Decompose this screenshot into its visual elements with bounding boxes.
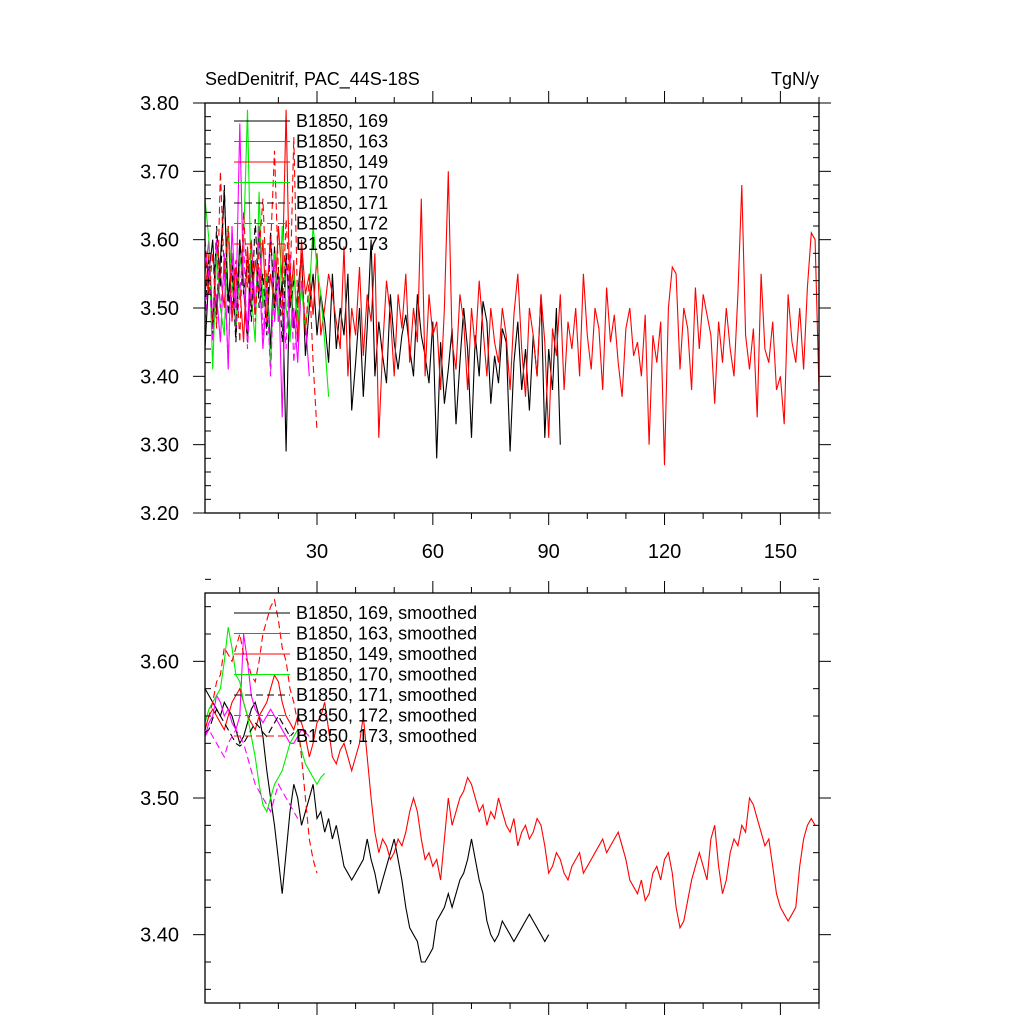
series-line-5 [205, 184, 295, 343]
chart-title: SedDenitrif, PAC_44S-18S [205, 69, 420, 90]
legend-label-4: B1850, 170, smoothed [296, 665, 477, 685]
y-tick-label: 3.20 [140, 503, 179, 525]
legend-label-6: B1850, 172, smoothed [296, 706, 477, 726]
x-tick-label: 120 [648, 541, 681, 563]
legend-label-2: B1850, 163, smoothed [296, 624, 477, 644]
y-tick-label: 3.80 [140, 93, 179, 115]
series-line-7 [205, 598, 318, 874]
legend-label-5: B1850, 171 [296, 193, 388, 213]
series-group [205, 109, 819, 466]
series-line-2 [205, 633, 310, 744]
y-tick-label: 3.40 [140, 366, 179, 388]
series-line-4 [205, 109, 330, 397]
y-tick-label: 3.70 [140, 161, 179, 183]
units-label: TgN/y [771, 69, 819, 89]
legend-label-7: B1850, 173, smoothed [296, 726, 477, 746]
series-line-1 [205, 688, 550, 963]
x-tick-label: 30 [306, 541, 328, 563]
y-tick-label: 3.60 [140, 651, 179, 673]
legend-label-4: B1850, 170 [296, 173, 388, 193]
legend-label-7: B1850, 173 [296, 234, 388, 254]
x-tick-label: 60 [422, 541, 444, 563]
series-line-4 [205, 627, 326, 814]
legend-label-1: B1850, 169 [296, 111, 388, 131]
series-line-5 [205, 707, 295, 747]
legend-label-3: B1850, 149, smoothed [296, 644, 477, 664]
x-tick-label: 90 [538, 541, 560, 563]
series-line-6 [205, 728, 299, 819]
legend-label-2: B1850, 163 [296, 132, 388, 152]
series-line-3 [205, 673, 816, 930]
legend-label-1: B1850, 169, smoothed [296, 603, 477, 623]
y-tick-label: 3.50 [140, 298, 179, 320]
legend-label-6: B1850, 172 [296, 214, 388, 234]
series-group [205, 598, 816, 963]
y-tick-label: 3.50 [140, 788, 179, 810]
legend-label-3: B1850, 149 [296, 152, 388, 172]
y-tick-label: 3.30 [140, 435, 179, 457]
series-line-6 [205, 225, 299, 377]
legend-label-5: B1850, 171, smoothed [296, 685, 477, 705]
top-panel: SedDenitrif, PAC_44S-18S TgN/y 30 60 90 120… [140, 69, 831, 563]
series-line-7 [205, 137, 318, 432]
y-tick-label: 3.40 [140, 925, 179, 947]
y-tick-label: 3.60 [140, 230, 179, 252]
x-tick-label: 150 [764, 541, 797, 563]
